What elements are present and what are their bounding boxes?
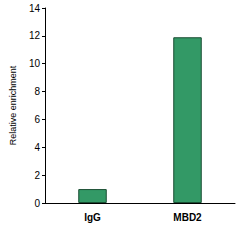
svg-text:IgG: IgG xyxy=(84,212,101,223)
svg-text:Relative enrichment: Relative enrichment xyxy=(8,65,18,145)
svg-text:8: 8 xyxy=(34,86,40,97)
svg-text:2: 2 xyxy=(34,170,40,181)
svg-text:0: 0 xyxy=(34,198,40,209)
svg-text:6: 6 xyxy=(34,114,40,125)
svg-text:14: 14 xyxy=(29,3,41,14)
svg-text:10: 10 xyxy=(29,58,41,69)
svg-text:12: 12 xyxy=(29,30,41,41)
svg-text:4: 4 xyxy=(34,142,40,153)
svg-text:MBD2: MBD2 xyxy=(173,212,202,223)
